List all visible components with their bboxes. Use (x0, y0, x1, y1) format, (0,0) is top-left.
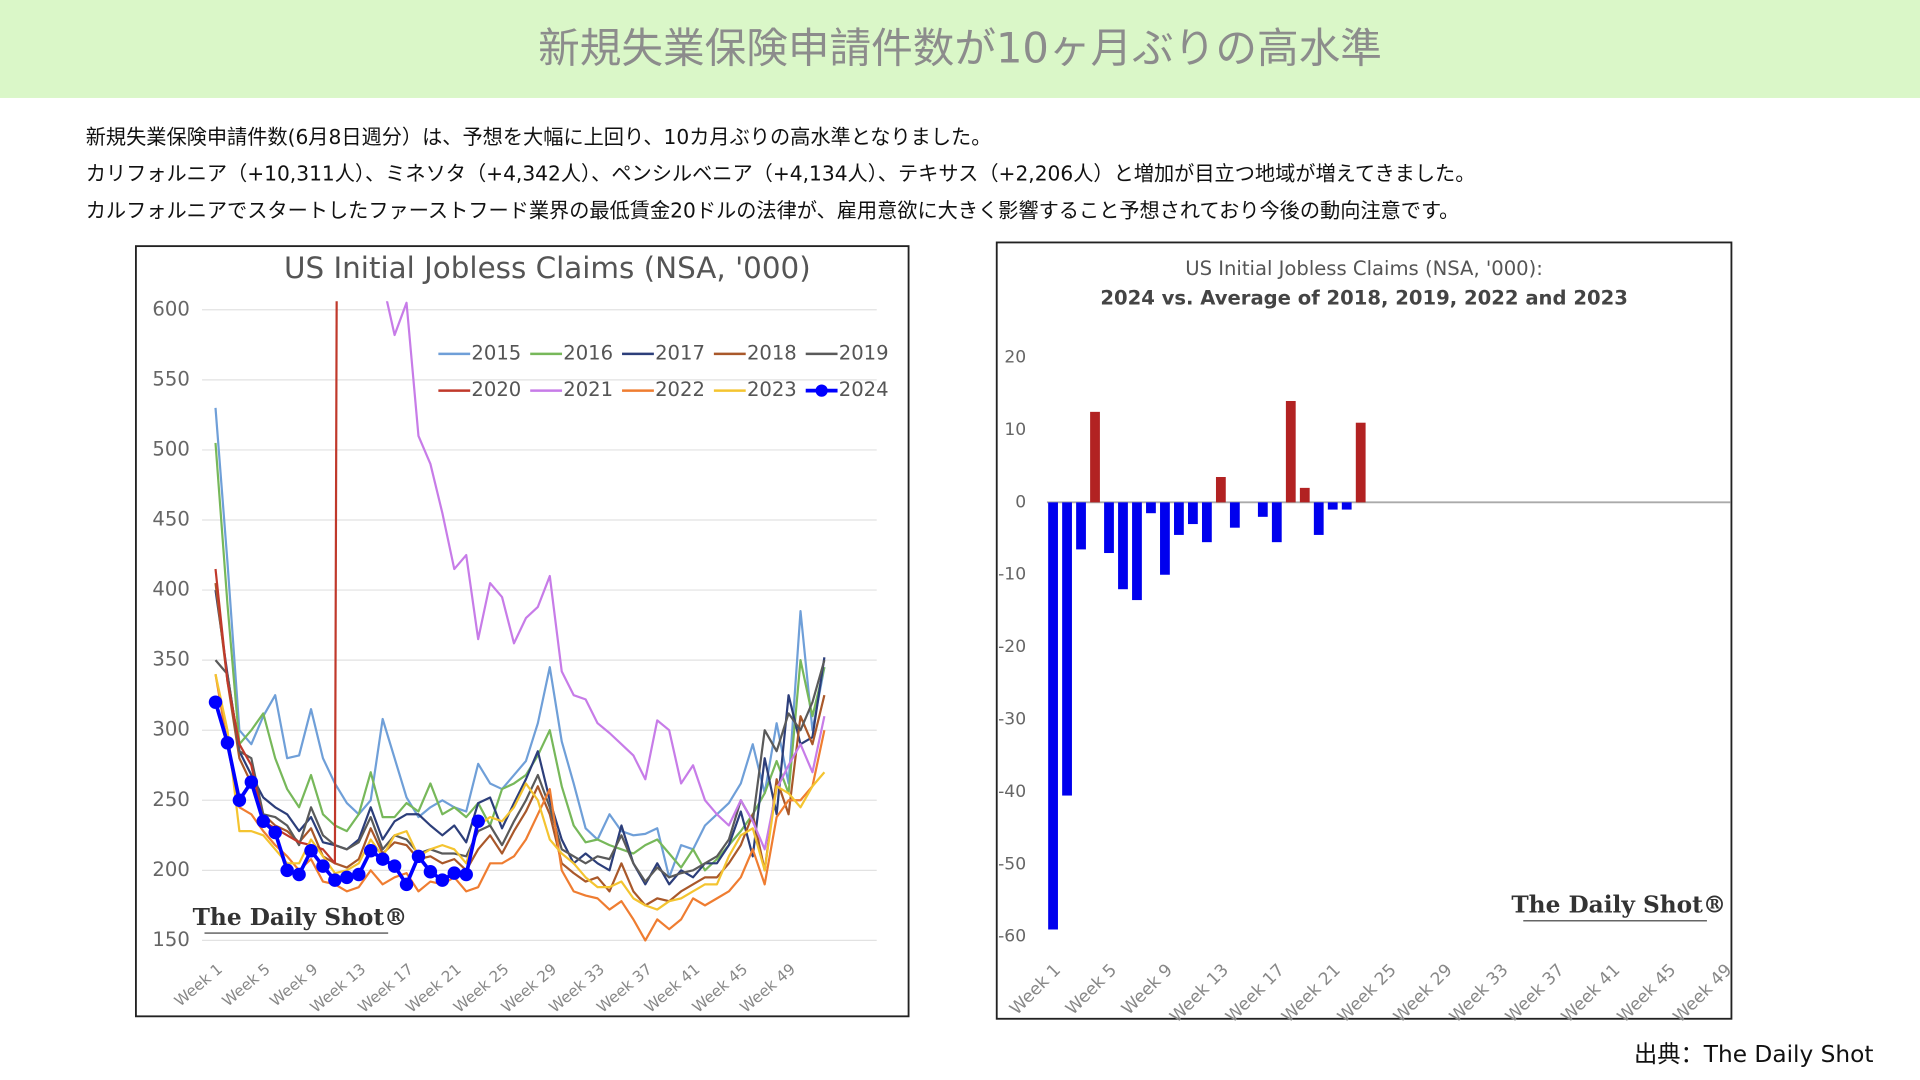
chart-title: US Initial Jobless Claims (NSA, '000): (1185, 257, 1543, 280)
y-tick-label: 250 (152, 788, 189, 811)
series-marker (256, 814, 270, 829)
y-tick-label: 20 (1004, 348, 1026, 368)
chart-subtitle: 2024 vs. Average of 2018, 2019, 2022 and… (1100, 286, 1628, 309)
legend-label: 2022 (655, 378, 705, 401)
y-tick-label: -20 (998, 637, 1026, 657)
y-tick-label: 450 (152, 508, 189, 531)
legend-label: 2015 (471, 341, 521, 364)
page-title: 新規失業保険申請件数が10ヶ月ぶりの高水準 (538, 23, 1382, 72)
watermark: The Daily Shot® (1511, 892, 1726, 919)
series-marker (411, 849, 426, 864)
series-marker (340, 870, 354, 885)
series-line (214, 673, 826, 942)
series-marker (375, 852, 390, 866)
bar (1201, 502, 1212, 543)
header-band (0, 0, 1920, 98)
plot-area (208, 301, 826, 942)
description-line: カルフォルニアでスタートしたファーストフード業界の最低賃金20ドルの法律が、雇用… (86, 198, 1460, 222)
series-marker (220, 736, 235, 750)
bar (1104, 502, 1114, 554)
bar (1355, 422, 1366, 503)
y-tick-label: 200 (152, 858, 189, 881)
bar (1257, 502, 1268, 517)
y-tick-label: -10 (998, 565, 1026, 585)
y-tick-label: 550 (152, 367, 189, 390)
series-marker (363, 843, 378, 858)
legend-marker (815, 384, 828, 397)
bar (1229, 502, 1240, 528)
legend-label: 2019 (839, 341, 889, 364)
description-line: カリフォルニア（+10,311人）、ミネソタ（+4,342人）、ペンシルベニア（… (86, 162, 1476, 186)
chart-frame (995, 241, 1733, 1020)
y-tick-label: 350 (152, 648, 189, 671)
bar (1188, 502, 1198, 525)
series-marker (280, 863, 294, 878)
series-line (214, 659, 826, 883)
y-tick-label: 150 (152, 928, 189, 951)
legend-label: 2016 (563, 341, 613, 364)
bar (1327, 502, 1338, 510)
series-line (214, 407, 826, 879)
y-tick-label: 600 (152, 297, 189, 320)
series-line (214, 442, 826, 872)
y-tick-label: -50 (998, 854, 1026, 874)
series-marker (304, 843, 318, 858)
series-marker (232, 793, 247, 808)
series-marker (399, 877, 414, 892)
series-marker (328, 873, 342, 887)
series-marker (244, 775, 259, 789)
series-line (214, 589, 826, 886)
bar (1048, 502, 1058, 930)
bar (1285, 400, 1296, 503)
source: 出典：The Daily Shot (1634, 1041, 1873, 1068)
bar (1146, 502, 1156, 514)
description-line: 新規失業保険申請件数(6月8日週分）は、予想を大幅に上回り、10カ月ぶりの高水準… (86, 125, 992, 149)
bar (1062, 502, 1072, 796)
legend-label: 2024 (839, 378, 889, 401)
bar (1215, 477, 1226, 503)
legend-label: 2023 (747, 378, 797, 401)
chart-frame (135, 245, 910, 1018)
series-marker (292, 867, 306, 882)
bar (1090, 411, 1100, 503)
series-marker (208, 695, 223, 709)
watermark: The Daily Shot® (193, 904, 408, 931)
y-tick-label: 10 (1004, 420, 1026, 440)
bar (1313, 502, 1324, 535)
legend-label: 2021 (563, 378, 613, 401)
bar (1299, 487, 1310, 503)
y-tick-label: 0 (1015, 492, 1026, 512)
y-tick-label: 400 (152, 578, 189, 601)
y-tick-label: -30 (998, 710, 1026, 730)
y-tick-label: 300 (152, 718, 189, 741)
series-marker (387, 859, 402, 873)
series-marker (352, 867, 366, 882)
bar (1271, 502, 1282, 543)
bar (1076, 502, 1086, 550)
bar (1341, 502, 1352, 510)
series-line (385, 301, 826, 851)
series-marker (447, 866, 462, 880)
bar (1160, 502, 1170, 575)
series-marker (459, 867, 473, 882)
y-tick-label: -60 (998, 927, 1026, 947)
series-marker (435, 873, 450, 887)
legend-label: 2020 (471, 378, 521, 401)
y-tick-label: -40 (998, 782, 1026, 802)
legend-label: 2017 (655, 341, 705, 364)
chart-title: US Initial Jobless Claims (NSA, '000) (284, 251, 811, 285)
bar (1174, 502, 1184, 535)
bar (1118, 502, 1128, 590)
legend-label: 2018 (747, 341, 797, 364)
series-marker (423, 865, 438, 879)
series-marker (268, 825, 282, 840)
bar (1132, 502, 1142, 601)
series-marker (471, 814, 485, 829)
series-marker (316, 859, 330, 873)
y-tick-label: 500 (152, 437, 189, 460)
